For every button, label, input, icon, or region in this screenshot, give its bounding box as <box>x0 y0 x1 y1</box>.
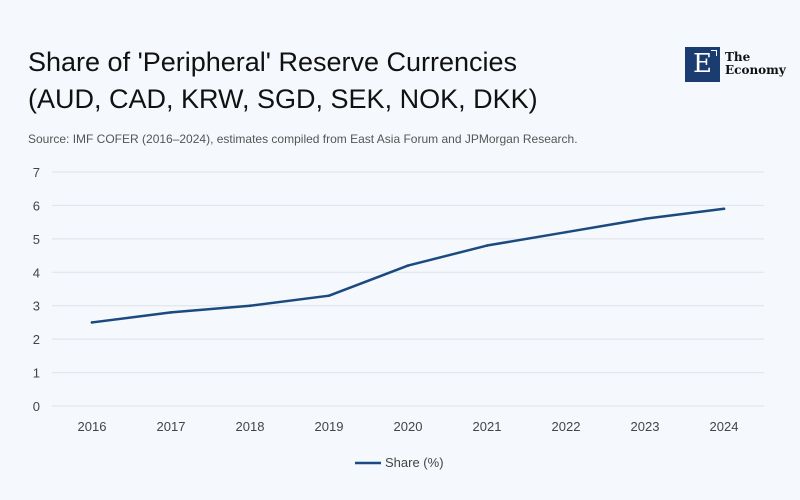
data-point <box>248 304 252 308</box>
y-tick-label: 0 <box>33 399 40 414</box>
logo-text-line-2: Economy <box>725 63 786 77</box>
x-tick-label: 2021 <box>473 419 502 434</box>
x-tick-label: 2016 <box>78 419 107 434</box>
data-point <box>90 321 94 324</box>
data-point <box>564 230 568 234</box>
x-tick-label: 2023 <box>631 419 660 434</box>
y-tick-label: 2 <box>33 332 40 347</box>
data-point <box>169 311 173 314</box>
data-point <box>406 264 410 267</box>
legend-label: Share (%) <box>385 455 444 470</box>
gridlines <box>52 171 764 407</box>
y-tick-label: 1 <box>33 366 40 381</box>
x-tick-label: 2024 <box>710 419 739 434</box>
y-tick-label: 4 <box>33 265 40 280</box>
x-tick-label: 2017 <box>157 419 186 434</box>
data-point <box>722 207 726 211</box>
the-economy-logo: E The Economy <box>685 46 786 82</box>
logo-wordmark: The Economy <box>725 51 786 77</box>
legend: Share (%) <box>355 455 444 470</box>
x-tick-label: 2020 <box>394 419 423 434</box>
y-tick-label: 6 <box>33 198 40 213</box>
data-point <box>643 217 647 221</box>
data-point <box>485 244 489 247</box>
y-tick-label: 3 <box>33 299 40 314</box>
y-tick-label: 7 <box>33 165 40 180</box>
chart-title-line-1: Share of 'Peripheral' Reserve Currencies <box>28 47 518 77</box>
logo-text-line-1: The <box>725 50 751 64</box>
y-tick-label: 5 <box>33 232 40 247</box>
chart-title-line-2: (AUD, CAD, KRW, SGD, SEK, NOK, DKK) <box>28 84 538 114</box>
logo-mark: E <box>685 46 720 82</box>
series-lines <box>90 207 726 324</box>
x-tick-label: 2019 <box>315 419 344 434</box>
x-tick-label: 2018 <box>236 419 265 434</box>
source-note: Source: IMF COFER (2016–2024), estimates… <box>28 132 578 146</box>
data-point <box>327 294 331 297</box>
x-tick-label: 2022 <box>552 419 581 434</box>
axis-labels: 0 1 2 3 4 5 6 7 2016 2017 2018 2019 2020 2021 2022 2023… <box>33 165 739 434</box>
chart-title: Share of 'Peripheral' Reserve Currencies… <box>28 44 648 118</box>
